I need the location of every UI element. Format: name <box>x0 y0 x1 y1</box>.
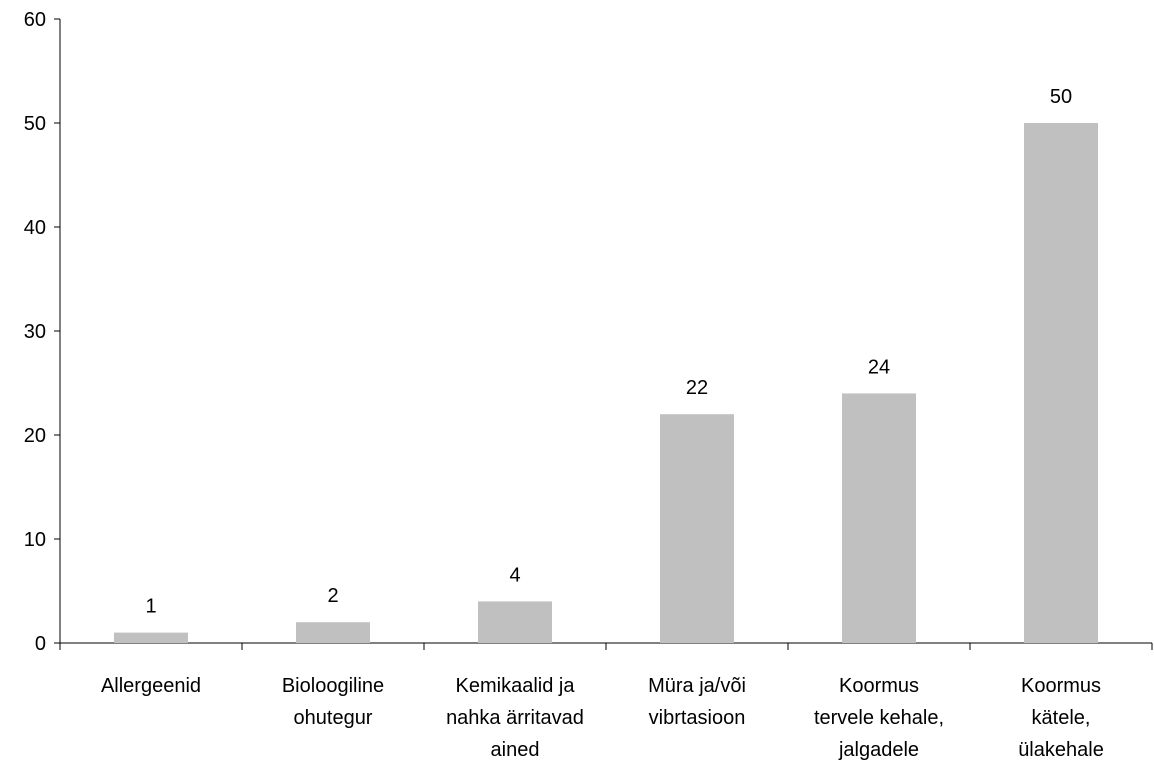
bar <box>296 622 370 643</box>
y-tick-label: 20 <box>24 425 46 447</box>
category-labels: Allergeenid Bioloogiline ohutegur Kemikaali… <box>101 675 1104 761</box>
y-tick-label: 50 <box>24 113 46 135</box>
y-tick-label: 0 <box>35 633 46 655</box>
y-tick-label: 10 <box>24 529 46 551</box>
x-category-label-line: nahka ärritavad <box>446 707 584 729</box>
x-category-label: Koormus kätele, ülakehale <box>1018 675 1104 761</box>
data-label: 22 <box>686 377 708 399</box>
x-category-label-line: Allergeenid <box>101 675 201 697</box>
data-label: 4 <box>509 564 520 586</box>
x-category-label-line: ained <box>491 739 540 761</box>
x-category-label: Kemikaalid ja nahka ärritavad ained <box>446 675 584 761</box>
x-category-label-line: vibrtasioon <box>649 707 746 729</box>
y-ticks: 0 10 20 30 40 50 60 <box>24 9 60 655</box>
bar <box>478 601 552 643</box>
x-category-label-line: Kemikaalid ja <box>456 675 576 697</box>
x-category-label-line: jalgadele <box>838 739 919 761</box>
x-category-label-line: kätele, <box>1032 707 1091 729</box>
x-category-label-line: Koormus <box>1021 675 1101 697</box>
data-label: 1 <box>145 596 156 618</box>
x-category-label: Bioloogiline ohutegur <box>282 675 384 729</box>
data-label: 50 <box>1050 86 1072 108</box>
x-category-label-line: ülakehale <box>1018 739 1104 761</box>
x-category-label-line: ohutegur <box>294 707 373 729</box>
x-category-label-line: Koormus <box>839 675 919 697</box>
bar <box>842 393 916 643</box>
y-tick-label: 30 <box>24 321 46 343</box>
x-category-label-line: Müra ja/või <box>648 675 746 697</box>
y-tick-label: 40 <box>24 217 46 239</box>
x-category-label-line: Bioloogiline <box>282 675 384 697</box>
axes <box>59 19 1153 650</box>
x-category-label: Koormus tervele kehale, jalgadele <box>814 675 944 761</box>
x-category-label: Allergeenid <box>101 675 201 697</box>
data-label: 24 <box>868 356 890 378</box>
bar <box>1024 123 1098 643</box>
bars <box>114 123 1098 643</box>
y-tick-label: 60 <box>24 9 46 31</box>
x-category-label: Müra ja/või vibrtasioon <box>648 675 746 729</box>
x-category-label-line: tervele kehale, <box>814 707 944 729</box>
bar <box>660 414 734 643</box>
bar <box>114 632 188 643</box>
data-label: 2 <box>327 585 338 607</box>
